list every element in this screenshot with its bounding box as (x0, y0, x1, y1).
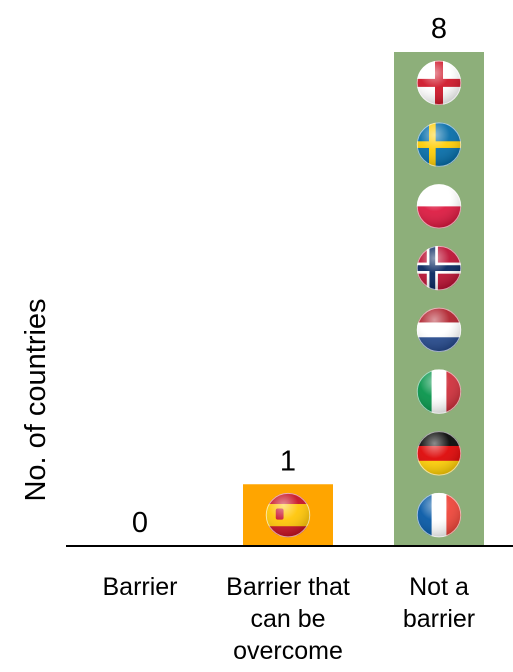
sweden-flag-icon (416, 122, 462, 167)
poland-flag-icon (416, 184, 462, 229)
category-labels: Barrier Barrier that can be overcome Not a ba… (102, 573, 475, 665)
x-tick-label: Barrier that can be overcome (226, 573, 350, 665)
data-labels: 0 1 8 (132, 13, 447, 539)
y-axis-label: No. of countries (20, 298, 52, 501)
italy-flag-icon (416, 369, 462, 414)
flags-layer (265, 60, 462, 538)
data-label: 0 (132, 507, 148, 539)
england-flag-icon (416, 60, 462, 106)
x-tick-label: Barrier (102, 573, 177, 601)
norway-flag-icon (416, 245, 462, 291)
x-tick-label: Not a barrier (403, 573, 475, 633)
data-label: 8 (431, 13, 447, 45)
spain-flag-icon (265, 492, 311, 538)
netherlands-flag-icon (416, 307, 462, 353)
germany-flag-icon (416, 431, 462, 476)
data-label: 1 (280, 445, 296, 477)
france-flag-icon (416, 492, 462, 538)
